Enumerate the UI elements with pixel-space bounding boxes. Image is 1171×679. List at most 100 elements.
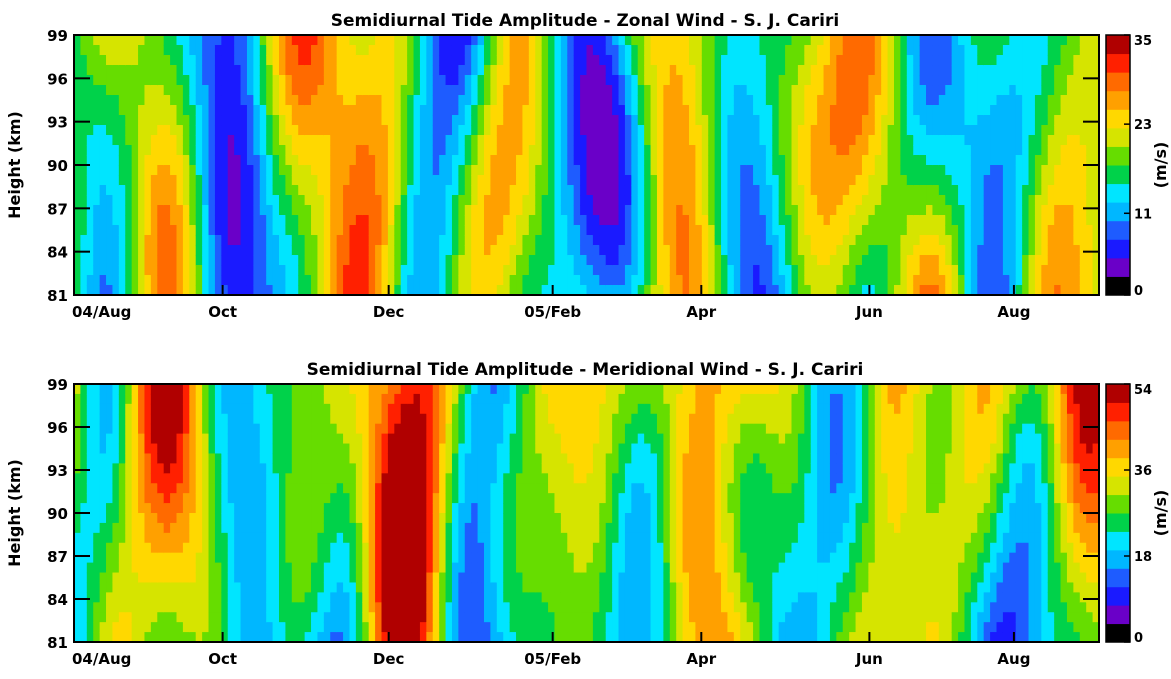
heatmap-cell bbox=[900, 115, 908, 126]
heatmap-cell bbox=[202, 463, 210, 474]
heatmap-cell bbox=[919, 125, 927, 136]
heatmap-cell bbox=[195, 205, 203, 216]
heatmap-cell bbox=[759, 265, 767, 276]
heatmap-cell bbox=[330, 35, 338, 46]
heatmap-cell bbox=[580, 275, 588, 286]
heatmap-cell bbox=[829, 205, 837, 216]
heatmap-cell bbox=[855, 65, 863, 76]
heatmap-cell bbox=[1009, 185, 1017, 196]
heatmap-cell bbox=[560, 245, 568, 256]
heatmap-cell bbox=[592, 85, 600, 96]
heatmap-cell bbox=[535, 165, 543, 176]
heatmap-cell bbox=[74, 85, 82, 96]
heatmap-cell bbox=[118, 384, 126, 395]
heatmap-cell bbox=[170, 592, 178, 603]
heatmap-cell bbox=[343, 185, 351, 196]
heatmap-cell bbox=[227, 493, 235, 504]
heatmap-cell bbox=[624, 275, 632, 286]
heatmap-cell bbox=[586, 185, 594, 196]
heatmap-cell bbox=[695, 105, 703, 116]
heatmap-cell bbox=[336, 165, 344, 176]
heatmap-cell bbox=[125, 105, 133, 116]
heatmap-cell bbox=[106, 622, 114, 633]
heatmap-cell bbox=[1034, 105, 1042, 116]
heatmap-cell bbox=[285, 245, 293, 256]
heatmap-cell bbox=[996, 105, 1004, 116]
heatmap-cell bbox=[881, 35, 889, 46]
heatmap-cell bbox=[150, 503, 158, 514]
heatmap-cell bbox=[176, 562, 184, 574]
heatmap-cell bbox=[1086, 245, 1094, 256]
heatmap-cell bbox=[541, 225, 549, 236]
heatmap-cell bbox=[189, 483, 197, 494]
heatmap-cell bbox=[663, 215, 671, 226]
heatmap-cell bbox=[528, 275, 536, 286]
heatmap-cell bbox=[624, 215, 632, 226]
heatmap-cell bbox=[689, 105, 697, 116]
heatmap-cell bbox=[144, 275, 152, 286]
heatmap-cell bbox=[586, 265, 594, 276]
heatmap-cell bbox=[253, 265, 261, 276]
heatmap-cell bbox=[221, 105, 229, 116]
heatmap-cell bbox=[785, 265, 793, 276]
heatmap-cell bbox=[330, 175, 338, 186]
heatmap-cell bbox=[131, 275, 139, 286]
heatmap-cell bbox=[958, 55, 966, 66]
heatmap-cell bbox=[560, 65, 568, 76]
heatmap-cell bbox=[797, 45, 805, 56]
heatmap-cell bbox=[227, 95, 235, 106]
heatmap-cell bbox=[118, 622, 126, 633]
heatmap-cell bbox=[99, 493, 107, 504]
heatmap-cell bbox=[195, 413, 203, 425]
heatmap-cell bbox=[1054, 115, 1062, 126]
heatmap-cell bbox=[541, 215, 549, 226]
heatmap-cell bbox=[1015, 205, 1023, 216]
heatmap-cell bbox=[740, 195, 748, 206]
heatmap-cell bbox=[1073, 145, 1081, 156]
heatmap-cell bbox=[797, 285, 805, 296]
heatmap-cell bbox=[419, 225, 427, 236]
heatmap-cell bbox=[74, 513, 82, 524]
heatmap-cell bbox=[919, 95, 927, 106]
heatmap-cell bbox=[477, 115, 485, 126]
heatmap-cell bbox=[913, 45, 921, 56]
heatmap-cell bbox=[1060, 55, 1068, 66]
heatmap-cell bbox=[554, 175, 562, 186]
heatmap-cell bbox=[785, 85, 793, 96]
heatmap-cell bbox=[86, 532, 94, 544]
heatmap-cell bbox=[567, 95, 575, 106]
heatmap-cell bbox=[240, 572, 248, 584]
heatmap-cell bbox=[945, 65, 953, 76]
heatmap-cell bbox=[208, 503, 216, 514]
heatmap-cell bbox=[535, 115, 543, 126]
heatmap-cell bbox=[592, 65, 600, 76]
heatmap-cell bbox=[759, 35, 767, 46]
heatmap-cell bbox=[227, 622, 235, 633]
heatmap-cell bbox=[1054, 275, 1062, 286]
heatmap-cell bbox=[1002, 135, 1010, 146]
heatmap-cell bbox=[170, 572, 178, 584]
heatmap-cell bbox=[592, 185, 600, 196]
heatmap-cell bbox=[849, 55, 857, 66]
heatmap-cell bbox=[1015, 105, 1023, 116]
heatmap-cell bbox=[336, 275, 344, 286]
heatmap-cell bbox=[80, 95, 88, 106]
heatmap-cell bbox=[906, 35, 914, 46]
heatmap-cell bbox=[721, 145, 729, 156]
heatmap-cell bbox=[1015, 235, 1023, 246]
heatmap-cell bbox=[1066, 55, 1074, 66]
heatmap-cell bbox=[253, 622, 261, 633]
heatmap-cell bbox=[182, 95, 190, 106]
heatmap-cell bbox=[496, 55, 504, 66]
heatmap-cell bbox=[451, 65, 459, 76]
heatmap-cell bbox=[810, 65, 818, 76]
heatmap-cell bbox=[439, 145, 447, 156]
heatmap-cell bbox=[195, 612, 203, 623]
heatmap-cell bbox=[733, 275, 741, 286]
heatmap-cell bbox=[93, 75, 101, 86]
heatmap-cell bbox=[458, 85, 466, 96]
heatmap-cell bbox=[208, 453, 216, 464]
heatmap-cell bbox=[689, 75, 697, 86]
heatmap-cell bbox=[1041, 45, 1049, 56]
heatmap-cell bbox=[810, 75, 818, 86]
